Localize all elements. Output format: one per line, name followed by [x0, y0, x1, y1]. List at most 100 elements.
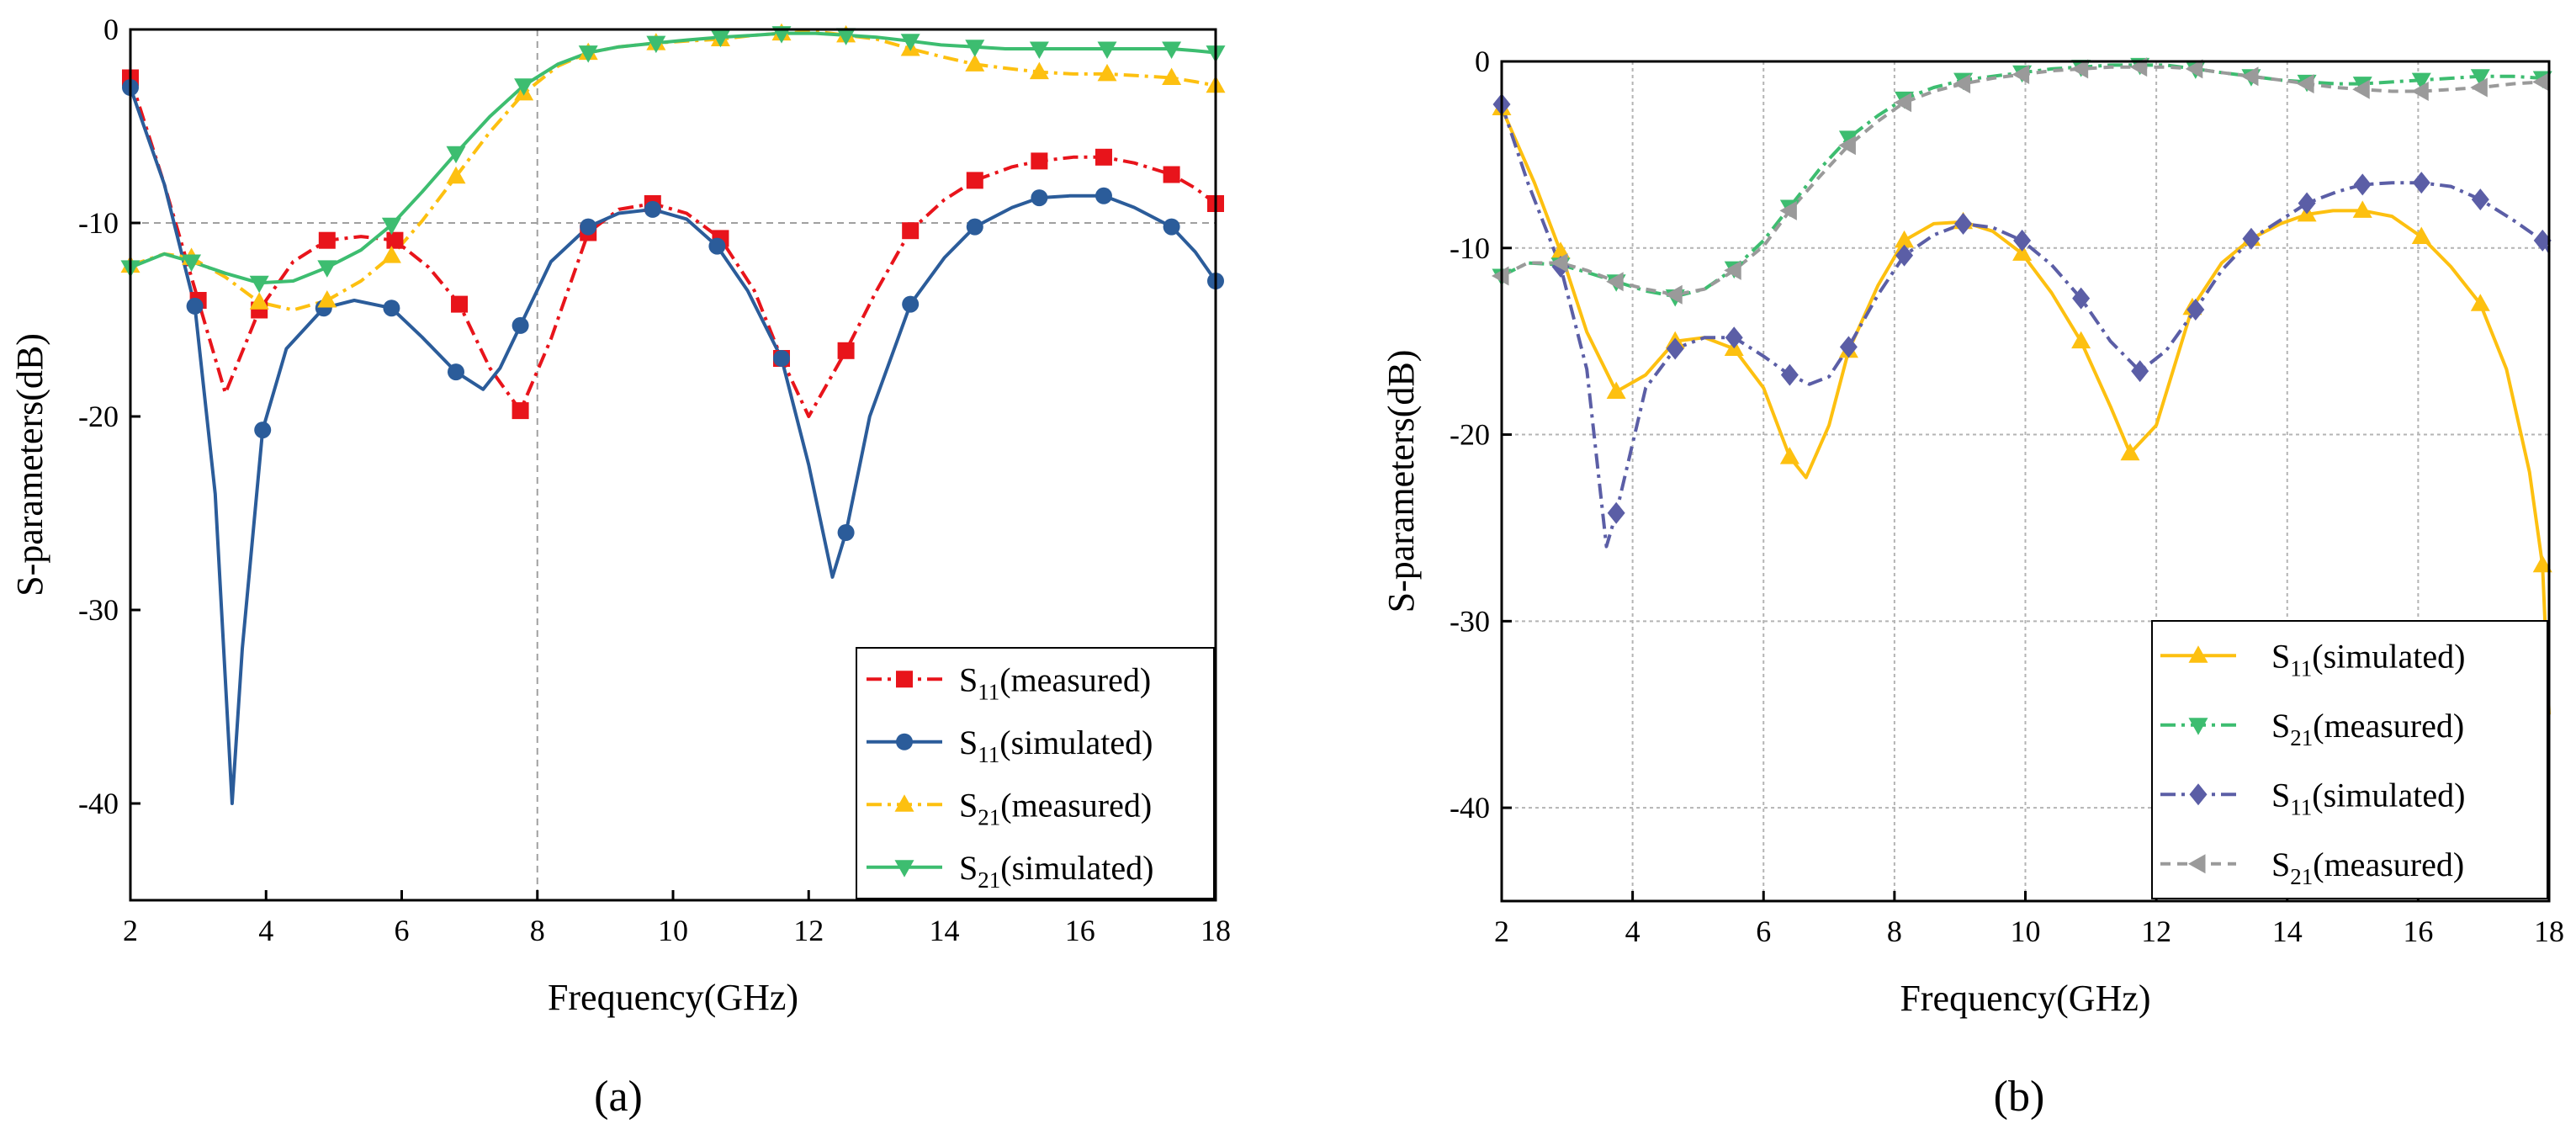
- x-tick-label: 6: [395, 914, 410, 947]
- data-point-s1-17: [1163, 166, 1180, 183]
- data-point-s3-16: [2353, 173, 2372, 196]
- y-tick-label: -10: [78, 206, 119, 240]
- data-point-s4-19: [2532, 72, 2550, 92]
- data-point-s3-3: [249, 292, 269, 310]
- y-tick-label: -20: [1450, 418, 1490, 452]
- data-point-s2-18: [2470, 69, 2490, 87]
- data-point-s3-17: [2412, 172, 2430, 194]
- x-tick-label: 14: [930, 914, 960, 947]
- data-point-s1-4: [318, 231, 336, 249]
- data-point-s1-16: [2352, 200, 2372, 218]
- data-point-s3-14: [2242, 227, 2261, 250]
- legend-marker-2: [896, 733, 913, 750]
- data-point-s4-4: [1665, 284, 1683, 305]
- legend: S11(measured) S11(simulated) S21(measured)…: [856, 647, 1215, 899]
- y-tick-label: 0: [1475, 45, 1490, 78]
- data-point-s3-11: [2072, 287, 2091, 310]
- y-tick-label: -40: [78, 787, 119, 820]
- legend-label-3: S21(measured): [959, 786, 1152, 830]
- legend-label-4: S21(simulated): [959, 849, 1153, 893]
- y-axis-label: S-parameters(dB): [1381, 350, 1422, 613]
- x-tick-label: 14: [2272, 915, 2303, 948]
- data-point-s4-8: [1894, 93, 1912, 113]
- x-tick-label: 10: [2011, 915, 2041, 948]
- series-line-1: [129, 77, 1217, 418]
- y-tick-label: -30: [78, 593, 119, 627]
- x-tick-label: 18: [1201, 914, 1231, 947]
- x-tick-label: 8: [1887, 915, 1902, 948]
- data-point-s3-4: [1666, 337, 1684, 360]
- data-point-s4-16: [2352, 79, 2370, 99]
- data-point-s3-15: [2298, 192, 2316, 215]
- data-point-s4-3: [1606, 272, 1624, 292]
- data-point-s2-16: [1095, 187, 1112, 204]
- x-tick-label: 2: [123, 914, 138, 947]
- x-tick-label: 8: [530, 914, 545, 947]
- data-point-s3-4: [317, 290, 337, 308]
- y-tick-label: -10: [1450, 231, 1490, 265]
- y-tick-label: -40: [1450, 791, 1490, 825]
- data-point-s3-12: [2131, 360, 2149, 383]
- legend-label-2: S21(measured): [2271, 707, 2464, 750]
- data-point-s1-19: [2532, 554, 2552, 573]
- data-point-s2-17: [2411, 72, 2431, 91]
- data-point-s3-13: [2186, 298, 2205, 321]
- data-point-s4-3: [249, 275, 269, 294]
- data-point-s4-1: [1492, 266, 1509, 286]
- data-point-s3-6: [1780, 363, 1799, 386]
- series-line-4: [130, 31, 1216, 285]
- data-point-s3-3: [1607, 501, 1625, 524]
- data-point-s2-3: [254, 422, 272, 439]
- data-point-s2-14: [966, 218, 983, 236]
- legend-box: [856, 647, 1215, 899]
- series-line-1: [1500, 107, 2551, 715]
- data-point-s4-8: [578, 45, 598, 63]
- data-point-s2-12: [837, 524, 855, 541]
- data-point-s2-8: [580, 218, 597, 236]
- data-point-s4-9: [1953, 74, 1971, 94]
- x-tick-label: 16: [2403, 915, 2433, 948]
- data-point-s4-14: [2240, 66, 2259, 87]
- data-point-s2-15: [1031, 189, 1048, 207]
- x-tick-label: 4: [258, 914, 273, 947]
- x-tick-label: 16: [1065, 914, 1095, 947]
- data-point-s1-8: [1895, 230, 1915, 248]
- series-line-3: [130, 29, 1216, 312]
- legend-label-4: S21(measured): [2271, 846, 2464, 889]
- legend-marker-2: [2188, 718, 2208, 735]
- data-point-s3-15: [1029, 61, 1049, 80]
- x-tick-label: 10: [658, 914, 688, 947]
- data-point-s3-6: [446, 166, 466, 184]
- data-point-s1-18: [2470, 294, 2490, 311]
- x-axis-label: Frequency(GHz): [548, 977, 798, 1018]
- data-point-s4-10: [710, 29, 730, 48]
- data-point-s4-2: [182, 254, 202, 272]
- data-point-s4-5: [381, 217, 401, 236]
- legend-marker-3: [2189, 783, 2208, 806]
- data-point-s1-12: [2120, 443, 2140, 461]
- data-point-s4-13: [900, 34, 920, 51]
- data-point-s2-6: [448, 363, 464, 381]
- data-point-s2-5: [383, 300, 400, 317]
- data-point-s1-3: [1606, 381, 1626, 400]
- data-point-s4-17: [2411, 81, 2429, 101]
- data-point-s3-9: [1954, 212, 1973, 235]
- data-point-s3-5: [1725, 326, 1743, 349]
- x-axis-label: Frequency(GHz): [1900, 978, 2150, 1019]
- data-point-s4-7: [514, 78, 534, 96]
- data-point-s1-6: [451, 295, 469, 313]
- x-tick-label: 4: [1625, 915, 1640, 948]
- data-point-s2-13: [902, 295, 920, 313]
- x-tick-label: 2: [1494, 915, 1509, 948]
- x-tick-label: 6: [1756, 915, 1771, 948]
- data-point-s1-13: [902, 222, 920, 240]
- data-point-s4-15: [2297, 74, 2314, 94]
- data-point-s2-2: [186, 297, 204, 315]
- legend-marker-3: [894, 794, 914, 812]
- legend: S11(simulated) S21(measured) S11(simulated…: [2151, 620, 2548, 899]
- data-point-s2-9: [644, 200, 661, 218]
- data-point-s3-17: [1162, 67, 1182, 85]
- data-point-s1-5: [386, 231, 404, 249]
- data-point-s1-15: [1031, 152, 1048, 170]
- data-point-s3-5: [381, 246, 401, 263]
